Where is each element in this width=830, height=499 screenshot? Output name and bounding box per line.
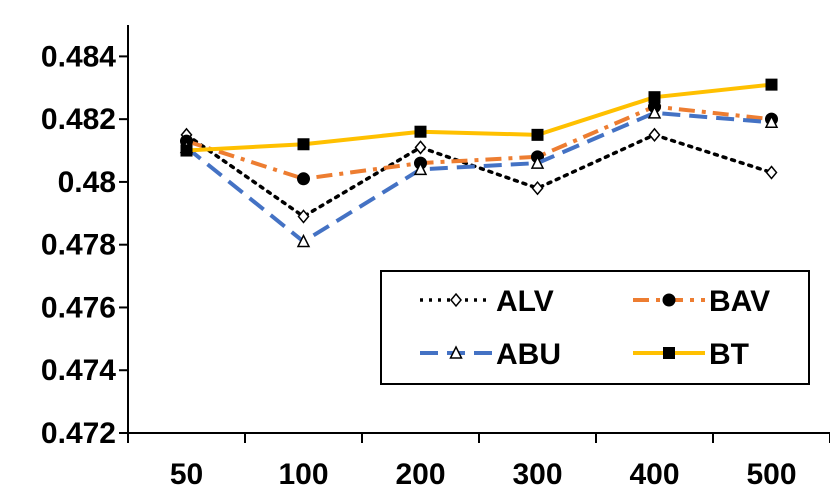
data-point-bt [648, 91, 661, 104]
y-tick-label: 0.476 [41, 291, 116, 324]
series-abu [179, 105, 779, 248]
legend-item-bt: BT [633, 338, 749, 371]
x-axis-ticks: 50 100 200 300 400 500 [127, 433, 830, 491]
series-line-alv [184, 133, 774, 219]
y-axis-ticks: 0.472 0.474 0.476 0.478 0.48 0.482 0.484 [41, 40, 128, 450]
legend-label-bt: BT [709, 338, 749, 371]
y-tick-label: 0.482 [41, 103, 116, 136]
legend-marker-abu [449, 345, 463, 359]
x-tick-label: 500 [746, 458, 796, 491]
y-tick-label: 0.48 [58, 166, 116, 199]
x-tick-label: 400 [629, 458, 679, 491]
data-point-alv [648, 127, 661, 143]
data-point-bt [765, 78, 778, 91]
data-point-bt [180, 144, 193, 157]
data-point-bav [297, 172, 310, 186]
series-bav [180, 100, 778, 186]
y-tick-label: 0.474 [41, 354, 116, 387]
data-point-bt [414, 125, 427, 138]
data-point-abu [764, 114, 779, 129]
data-point-abu [530, 155, 545, 169]
data-point-alv [297, 209, 310, 224]
legend-marker-alv [450, 292, 462, 308]
x-tick-label: 300 [512, 458, 562, 491]
legend-item-abu: ABU [420, 338, 561, 371]
legend-marker-bt [663, 347, 675, 359]
series-line-bt [186, 82, 772, 153]
data-point-bt [531, 128, 544, 141]
legend-item-alv: ALV [420, 285, 554, 318]
data-point-abu [296, 233, 311, 248]
y-tick-label: 0.472 [41, 417, 116, 450]
data-point-alv [531, 181, 544, 196]
x-tick-label: 100 [278, 458, 328, 491]
data-point-abu [413, 161, 428, 176]
data-point-abu [647, 105, 662, 119]
series-line-bav [185, 104, 772, 181]
x-tick-label: 200 [395, 458, 445, 491]
series-line-abu [185, 110, 772, 244]
y-tick-label: 0.484 [41, 40, 116, 73]
legend-label-bav: BAV [709, 285, 770, 318]
legend-item-bav: BAV [633, 285, 770, 318]
series-group [179, 78, 779, 248]
legend-marker-bav [662, 293, 676, 307]
data-point-alv [765, 165, 778, 180]
legend: ALV BAV ABU BT [380, 270, 810, 385]
legend-label-alv: ALV [496, 285, 554, 318]
data-point-alv [414, 140, 427, 155]
x-tick-label: 50 [170, 458, 203, 491]
y-tick-label: 0.478 [41, 229, 116, 262]
series-bt [180, 78, 778, 157]
legend-box [380, 270, 810, 385]
legend-label-abu: ABU [496, 338, 561, 371]
series-alv [180, 127, 778, 224]
data-point-bt [297, 138, 310, 151]
